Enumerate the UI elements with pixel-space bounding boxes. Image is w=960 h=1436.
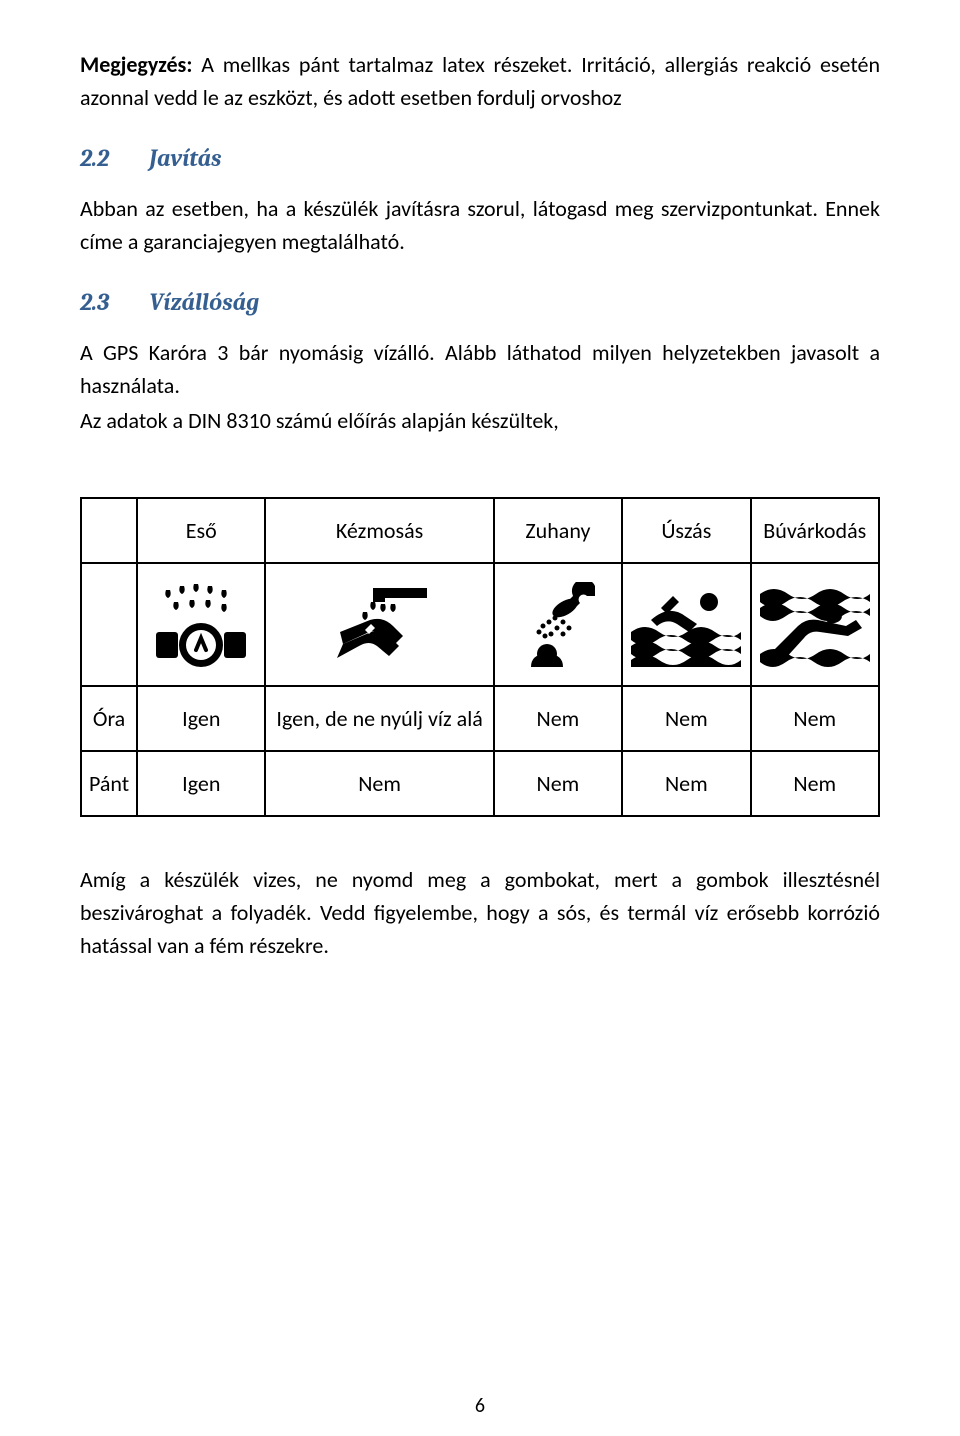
table-cell: Óra xyxy=(81,686,137,751)
water-resistance-table: Eső Kézmosás Zuhany Úszás Búvárkodás xyxy=(80,497,880,817)
table-cell: Nem xyxy=(751,686,879,751)
section-2-3-num: 2.3 xyxy=(80,288,109,316)
note-body: A mellkas pánt tartalmaz latex részeket.… xyxy=(80,51,880,111)
section-2-3-p1: A GPS Karóra 3 bár nyomásig vízálló. Alá… xyxy=(80,336,880,402)
icon-cell-shower xyxy=(494,563,622,686)
icon-cell-swim xyxy=(622,563,750,686)
icon-cell-rain xyxy=(137,563,265,686)
table-header-row: Eső Kézmosás Zuhany Úszás Búvárkodás xyxy=(81,498,879,563)
section-2-2-title: Javítás xyxy=(149,144,221,172)
table-header-dive: Búvárkodás xyxy=(751,498,879,563)
document-page: Megjegyzés: A mellkas pánt tartalmaz lat… xyxy=(0,0,960,1436)
note-lead: Megjegyzés: xyxy=(80,51,192,78)
note-paragraph: Megjegyzés: A mellkas pánt tartalmaz lat… xyxy=(80,48,880,114)
page-number: 6 xyxy=(0,1394,960,1418)
table-icon-row xyxy=(81,563,879,686)
table-cell: Nem xyxy=(494,686,622,751)
table-cell: Nem xyxy=(265,751,493,816)
table-cell: Igen xyxy=(137,751,265,816)
section-2-3-p2: Az adatok a DIN 8310 számú előírás alapj… xyxy=(80,404,880,437)
table-cell: Nem xyxy=(622,751,750,816)
table-row: Óra Igen Igen, de ne nyúlj víz alá Nem N… xyxy=(81,686,879,751)
dive-icon xyxy=(760,582,870,667)
table-cell: Nem xyxy=(494,751,622,816)
icon-cell-dive xyxy=(751,563,879,686)
table-cell: Pánt xyxy=(81,751,137,816)
table-cell: Igen xyxy=(137,686,265,751)
table-header-rain: Eső xyxy=(137,498,265,563)
rain-watch-icon xyxy=(146,582,256,667)
closing-paragraph: Amíg a készülék vizes, ne nyomd meg a go… xyxy=(80,863,880,962)
table-row: Pánt Igen Nem Nem Nem Nem xyxy=(81,751,879,816)
table-header-handwash: Kézmosás xyxy=(265,498,493,563)
table-header-blank xyxy=(81,498,137,563)
swim-icon xyxy=(631,582,741,667)
table-header-swim: Úszás xyxy=(622,498,750,563)
shower-icon xyxy=(503,582,613,667)
section-2-3-heading: 2.3 Vízállóság xyxy=(80,288,880,316)
section-2-2-body: Abban az esetben, ha a készülék javításr… xyxy=(80,192,880,258)
table-header-shower: Zuhany xyxy=(494,498,622,563)
section-2-3-title: Vízállóság xyxy=(149,288,259,316)
section-2-2-num: 2.2 xyxy=(80,144,109,172)
table-cell: Nem xyxy=(751,751,879,816)
icon-cell-handwash xyxy=(265,563,493,686)
table-cell: Nem xyxy=(622,686,750,751)
icon-cell-blank xyxy=(81,563,137,686)
handwash-icon xyxy=(325,582,435,667)
table-cell: Igen, de ne nyúlj víz alá xyxy=(265,686,493,751)
section-2-2-heading: 2.2 Javítás xyxy=(80,144,880,172)
